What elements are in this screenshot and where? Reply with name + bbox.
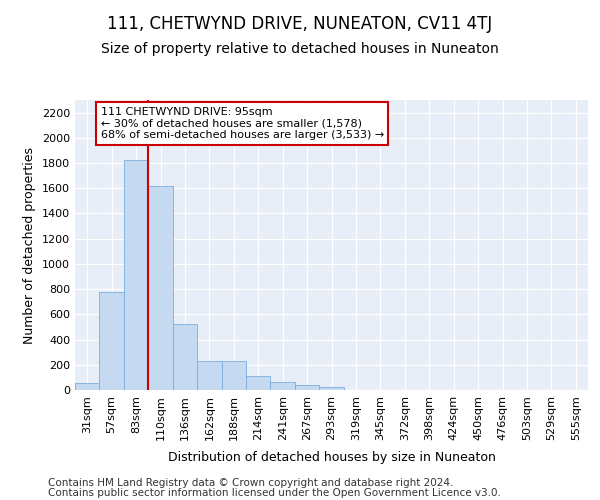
Bar <box>221 361 246 390</box>
Text: 111 CHETWYND DRIVE: 95sqm
← 30% of detached houses are smaller (1,578)
68% of se: 111 CHETWYND DRIVE: 95sqm ← 30% of detac… <box>101 107 384 140</box>
Bar <box>246 376 271 390</box>
Bar <box>319 388 344 390</box>
Text: Contains public sector information licensed under the Open Government Licence v3: Contains public sector information licen… <box>48 488 501 498</box>
Bar <box>295 385 319 390</box>
Bar <box>271 382 295 390</box>
Bar <box>100 292 124 390</box>
Bar <box>124 160 148 390</box>
Y-axis label: Number of detached properties: Number of detached properties <box>23 146 37 344</box>
Bar <box>148 186 173 390</box>
Text: Contains HM Land Registry data © Crown copyright and database right 2024.: Contains HM Land Registry data © Crown c… <box>48 478 454 488</box>
Text: Size of property relative to detached houses in Nuneaton: Size of property relative to detached ho… <box>101 42 499 56</box>
Bar <box>75 383 100 390</box>
Bar <box>173 324 197 390</box>
Text: 111, CHETWYND DRIVE, NUNEATON, CV11 4TJ: 111, CHETWYND DRIVE, NUNEATON, CV11 4TJ <box>107 15 493 33</box>
X-axis label: Distribution of detached houses by size in Nuneaton: Distribution of detached houses by size … <box>167 451 496 464</box>
Bar <box>197 361 221 390</box>
